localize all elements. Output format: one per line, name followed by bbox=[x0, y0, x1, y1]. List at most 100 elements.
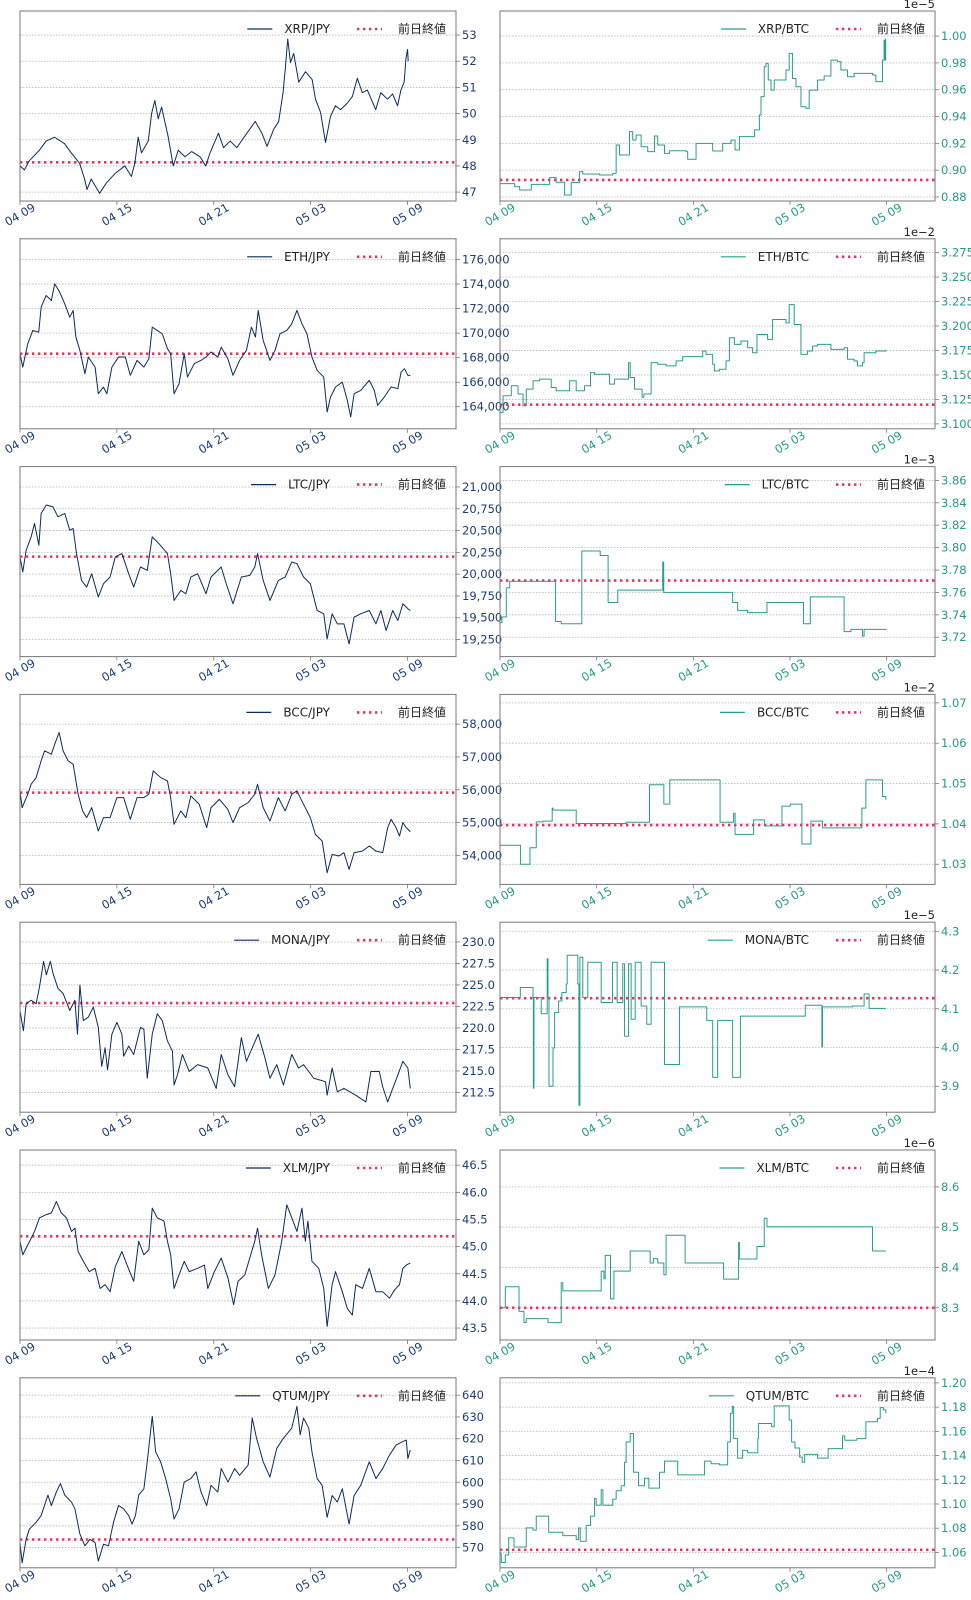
legend-prev-close-label: 前日終値 bbox=[877, 249, 925, 264]
plot-frame bbox=[19, 238, 457, 430]
y-tick-label: 590 bbox=[462, 1497, 484, 1511]
y-tick-label: 172,000 bbox=[462, 302, 510, 316]
y-tick-label: 46.5 bbox=[462, 1158, 488, 1172]
plot-frame bbox=[19, 921, 457, 1113]
y-tick-label: 52 bbox=[462, 54, 477, 68]
plot-frame bbox=[499, 1377, 936, 1569]
y-tick-label: 1.07 bbox=[941, 696, 967, 710]
legend-series-label: LTC/BTC bbox=[762, 478, 809, 492]
legend-series-label: MONA/BTC bbox=[745, 933, 809, 947]
y-tick-label: 1.06 bbox=[941, 1545, 967, 1559]
price-series-line bbox=[20, 283, 411, 418]
plot-frame bbox=[19, 693, 457, 885]
y-tick-label: 3.78 bbox=[941, 563, 967, 577]
axis-offset-text: 1e−2 bbox=[904, 680, 935, 694]
legend-prev-close-label: 前日終値 bbox=[398, 477, 446, 492]
y-tick-label: 174,000 bbox=[462, 277, 510, 291]
y-tick-label: 1.00 bbox=[941, 29, 967, 43]
y-tick-label: 51 bbox=[462, 80, 477, 94]
y-tick-label: 54,000 bbox=[462, 848, 502, 862]
y-tick-label: 44.0 bbox=[462, 1294, 488, 1308]
axis-offset-text: 1e−5 bbox=[904, 0, 935, 11]
legend-prev-close-label: 前日終値 bbox=[877, 21, 925, 36]
y-tick-label: 1.18 bbox=[941, 1400, 967, 1414]
legend-series-label: ETH/JPY bbox=[284, 250, 330, 264]
chart-eth-jpy: 164,000 166,000 168,000 170,000 172,000 174,0… bbox=[2, 238, 510, 457]
y-tick-label: 570 bbox=[462, 1541, 484, 1555]
y-tick-label: 0.88 bbox=[941, 190, 967, 204]
price-series-line bbox=[500, 38, 887, 196]
legend-prev-close-label: 前日終値 bbox=[877, 704, 925, 719]
y-tick-label: 176,000 bbox=[462, 253, 510, 267]
chart-ltc-jpy: 19,250 19,500 19,750 20,000 20,250 20,500 20,7… bbox=[2, 466, 502, 684]
price-series-line bbox=[500, 1217, 886, 1324]
y-tick-label: 227.5 bbox=[462, 956, 495, 970]
y-tick-label: 1.12 bbox=[941, 1473, 967, 1487]
price-series-line bbox=[20, 38, 409, 194]
y-tick-label: 55,000 bbox=[462, 816, 502, 830]
y-tick-label: 45.0 bbox=[462, 1240, 488, 1254]
y-tick-label: 630 bbox=[462, 1410, 484, 1424]
plot-frame bbox=[499, 238, 936, 430]
axis-offset-text: 1e−4 bbox=[904, 1364, 935, 1378]
y-tick-label: 1.10 bbox=[941, 1497, 967, 1511]
price-series-line bbox=[20, 1405, 411, 1564]
axis-offset-text: 1e−3 bbox=[904, 453, 935, 467]
y-tick-label: 8.4 bbox=[941, 1260, 959, 1274]
y-tick-label: 222.5 bbox=[462, 999, 495, 1013]
y-tick-label: 3.72 bbox=[941, 630, 967, 644]
y-tick-label: 57,000 bbox=[462, 750, 502, 764]
axis-offset-text: 1e−2 bbox=[904, 225, 935, 239]
legend-series-label: XRP/JPY bbox=[284, 22, 330, 36]
y-tick-label: 170,000 bbox=[462, 326, 510, 340]
y-tick-label: 610 bbox=[462, 1454, 484, 1468]
y-tick-label: 230.0 bbox=[462, 935, 495, 949]
y-tick-label: 4.0 bbox=[941, 1040, 959, 1054]
price-series-line bbox=[20, 1201, 411, 1327]
plot-frame bbox=[499, 1149, 936, 1341]
y-tick-label: 580 bbox=[462, 1519, 484, 1533]
y-tick-label: 620 bbox=[462, 1432, 484, 1446]
y-tick-label: 640 bbox=[462, 1388, 484, 1402]
y-tick-label: 3.76 bbox=[941, 585, 967, 599]
chart-xlm-btc: 8.38.48.58.604 09 04 15 04 21 05 03 05 09XLM… bbox=[482, 1136, 959, 1368]
legend-prev-close-label: 前日終値 bbox=[877, 932, 925, 947]
y-tick-label: 44.5 bbox=[462, 1267, 488, 1281]
y-tick-label: 1.05 bbox=[941, 777, 967, 791]
price-series-line bbox=[500, 779, 887, 865]
y-tick-label: 0.98 bbox=[941, 56, 967, 70]
y-tick-label: 8.3 bbox=[941, 1301, 959, 1315]
legend-series-label: XLM/JPY bbox=[283, 1161, 331, 1175]
y-tick-label: 20,500 bbox=[462, 524, 502, 538]
price-series-line bbox=[20, 960, 411, 1103]
y-tick-label: 46.0 bbox=[462, 1185, 488, 1199]
plot-frame bbox=[19, 1377, 457, 1569]
y-tick-label: 3.250 bbox=[941, 270, 971, 284]
y-tick-label: 1.06 bbox=[941, 736, 967, 750]
y-tick-label: 217.5 bbox=[462, 1042, 495, 1056]
legend-series-label: ETH/BTC bbox=[758, 250, 809, 264]
y-tick-label: 0.90 bbox=[941, 163, 967, 177]
y-tick-label: 3.74 bbox=[941, 608, 967, 622]
y-tick-label: 20,250 bbox=[462, 545, 502, 559]
legend-series-label: QTUM/BTC bbox=[746, 1389, 809, 1403]
chart-mona-jpy: 212.5 215.0 217.5 220.0 222.5 225.0 227.5 230.0… bbox=[2, 921, 495, 1140]
y-tick-label: 168,000 bbox=[462, 351, 510, 365]
price-series-line bbox=[20, 504, 411, 645]
y-tick-label: 225.0 bbox=[462, 978, 495, 992]
y-tick-label: 3.275 bbox=[941, 246, 971, 260]
legend-prev-close-label: 前日終値 bbox=[398, 1160, 446, 1175]
legend-prev-close-label: 前日終値 bbox=[877, 477, 925, 492]
y-tick-label: 19,250 bbox=[462, 633, 502, 647]
plot-frame bbox=[499, 466, 936, 658]
y-tick-label: 0.94 bbox=[941, 110, 967, 124]
chart-eth-btc: 3.100 3.125 3.150 3.175 3.200 3.225 3.250 3.275… bbox=[482, 225, 971, 457]
y-tick-label: 3.175 bbox=[941, 343, 971, 357]
y-tick-label: 3.200 bbox=[941, 319, 971, 333]
plot-frame bbox=[19, 1149, 457, 1341]
y-tick-label: 8.6 bbox=[941, 1180, 959, 1194]
